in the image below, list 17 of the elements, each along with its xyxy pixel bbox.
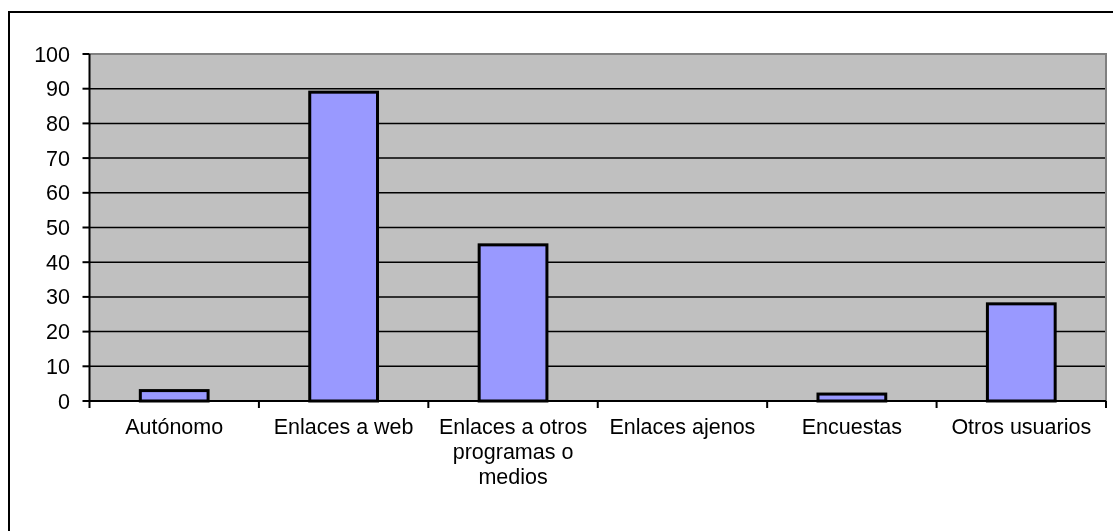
- y-tick-label: 60: [46, 181, 71, 206]
- x-tick-label: Enlaces a web: [273, 415, 414, 439]
- y-tick-label: 50: [46, 216, 71, 241]
- x-tick-label: Otros usuarios: [951, 415, 1092, 439]
- x-tick-label: Encuestas: [801, 415, 903, 439]
- x-tick-label: Enlaces a otros programas o medios: [438, 415, 588, 489]
- y-tick-label: 80: [46, 111, 71, 136]
- x-tick-label: Enlaces ajenos: [609, 415, 756, 439]
- y-tick-label: 0: [58, 389, 71, 414]
- y-tick-label: 40: [46, 250, 71, 275]
- y-tick-label: 90: [46, 77, 71, 102]
- y-tick-label: 70: [46, 146, 71, 171]
- x-tick-label: Autónomo: [125, 415, 224, 439]
- y-tick-label: 20: [46, 320, 71, 345]
- y-tick-label: 30: [46, 285, 71, 310]
- y-tick-label: 100: [34, 42, 71, 67]
- y-tick-label: 10: [46, 354, 71, 379]
